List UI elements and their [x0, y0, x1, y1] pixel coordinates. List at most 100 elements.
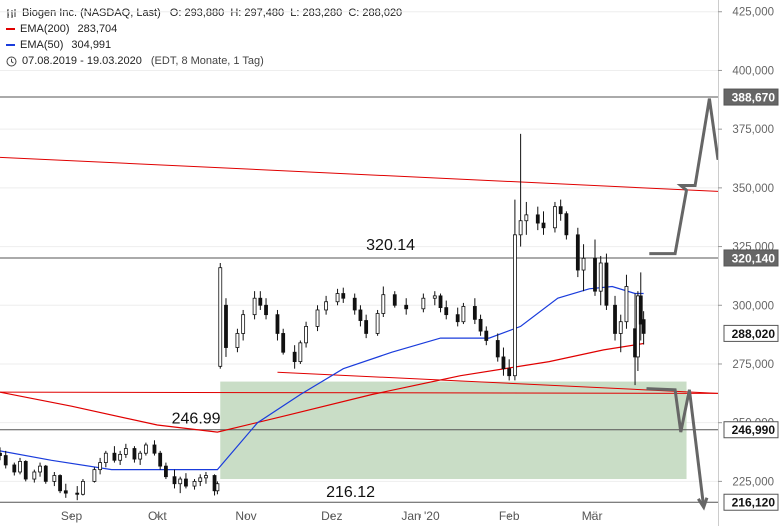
candle-body	[281, 333, 286, 353]
candle-body	[138, 452, 143, 460]
candle-body	[618, 321, 623, 334]
candle-body	[404, 304, 409, 310]
candle	[455, 307, 460, 327]
ema200-value: 283,704	[77, 23, 118, 35]
price-tick-label: 275,000	[732, 359, 774, 371]
projection-up-arrow	[649, 65, 737, 256]
candle-body	[375, 313, 380, 334]
candle-body	[118, 453, 123, 461]
candle-body	[158, 452, 163, 467]
candle-body	[58, 475, 62, 492]
candle	[392, 291, 397, 308]
candle-body	[32, 471, 37, 480]
candle-body	[478, 318, 483, 332]
level-price-tag	[723, 421, 779, 439]
channel-line	[0, 156, 719, 192]
candle	[12, 462, 17, 476]
candle	[218, 263, 223, 369]
candle-body	[264, 304, 268, 316]
candle-body	[461, 306, 466, 323]
candle	[421, 293, 426, 313]
candle-body	[12, 464, 17, 473]
candle-body	[432, 295, 437, 299]
candle	[75, 486, 80, 501]
candle-body	[198, 477, 203, 482]
title-row: Biogen Inc. (NASDAQ, Last) O: 293,880 H:…	[6, 5, 402, 21]
candle	[215, 481, 220, 495]
candle-body	[524, 214, 529, 222]
candle	[198, 474, 203, 487]
price-tick-label: 350,000	[732, 183, 774, 195]
ema50-value: 304,991	[71, 39, 112, 51]
level-price-tag	[723, 88, 779, 106]
candle	[618, 314, 623, 353]
candle	[507, 359, 512, 381]
annotations: 320.14 246.99 216.12	[172, 237, 416, 501]
price-tick-label: 425,000	[732, 7, 774, 19]
range-row: 07.08.2019 - 19.03.2020 (EDT, 8 Monate, …	[6, 53, 402, 69]
candle-body	[52, 475, 57, 482]
candle-body	[484, 330, 489, 341]
candle	[164, 462, 168, 480]
candle-body	[0, 452, 2, 456]
level-price-tag	[723, 324, 779, 342]
projection-down-arrow-head	[697, 497, 709, 511]
candle	[281, 328, 286, 355]
candle-body	[541, 222, 546, 229]
candle	[235, 328, 240, 353]
candle-body	[304, 326, 308, 344]
candle-body	[438, 295, 443, 309]
target-zone	[220, 381, 687, 480]
ema200-line	[0, 342, 644, 433]
candle-body	[192, 480, 197, 487]
candle-body	[132, 448, 137, 460]
candle	[123, 443, 128, 458]
candle-body	[581, 257, 586, 271]
candle-body	[335, 293, 340, 303]
candle-body	[352, 297, 357, 311]
candle	[575, 227, 580, 278]
candle	[564, 211, 569, 240]
candle	[315, 305, 320, 332]
candle	[341, 287, 346, 303]
candle	[352, 293, 357, 315]
candle-body	[518, 220, 523, 236]
ema50-row: EMA(50) 304,991	[6, 37, 402, 53]
candle	[98, 457, 103, 475]
candle-body	[218, 267, 223, 367]
candle-body	[75, 492, 80, 495]
candle-body	[604, 262, 609, 306]
candle	[558, 199, 563, 221]
level-price-tag-label: 216,120	[732, 496, 776, 510]
price-tick-label: 300,000	[732, 300, 774, 312]
candle	[484, 326, 489, 346]
projection-down-arrow	[646, 387, 706, 508]
horizontal-levels	[0, 96, 718, 503]
candle-body	[292, 351, 297, 363]
candle	[212, 474, 217, 496]
candle	[638, 272, 643, 341]
candlesticks	[0, 133, 646, 501]
candle-body	[598, 262, 603, 292]
candle-body	[558, 206, 563, 215]
candle	[375, 309, 380, 336]
level-price-tag-label: 246,990	[732, 423, 776, 437]
candle-body	[624, 286, 629, 323]
candle	[178, 476, 183, 494]
price-tick-label: 375,000	[732, 124, 774, 136]
candle-body	[513, 234, 517, 377]
candle	[58, 474, 62, 494]
zone-rect	[220, 381, 687, 480]
candle-body	[112, 452, 117, 461]
legend: Biogen Inc. (NASDAQ, Last) O: 293,880 H:…	[6, 5, 402, 69]
candle	[524, 201, 529, 235]
candle	[81, 479, 85, 496]
candle	[535, 206, 540, 231]
candle-body	[63, 490, 68, 494]
candle	[304, 321, 308, 348]
candle-body	[358, 309, 363, 321]
candle	[18, 457, 22, 475]
candle-body	[641, 319, 646, 334]
candle	[132, 446, 137, 463]
